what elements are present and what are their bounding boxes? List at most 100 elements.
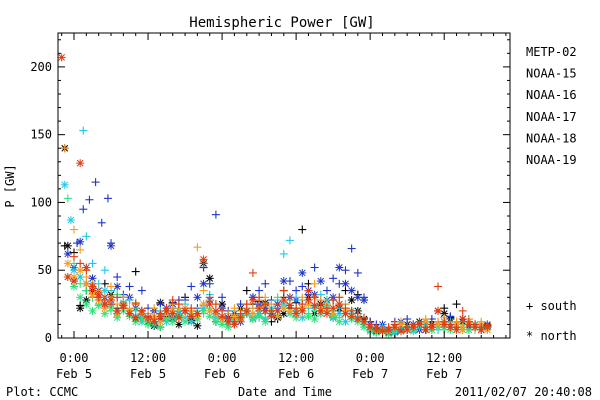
south-marker (76, 301, 85, 310)
south-marker (199, 286, 208, 295)
north-marker (255, 304, 264, 313)
south-marker (427, 320, 436, 329)
south-marker (298, 293, 307, 302)
south-marker (76, 259, 85, 268)
south-marker (60, 241, 69, 250)
north-marker (347, 286, 356, 295)
south-marker (187, 282, 196, 291)
north-marker (335, 300, 344, 309)
south-marker (94, 293, 103, 302)
south-marker (322, 286, 331, 295)
series-legend: METP-02 NOAA-15 NOAA-16 NOAA-17 NOAA-18 NOAA-… (526, 45, 577, 167)
north-marker (298, 306, 307, 315)
south-marker (359, 313, 368, 322)
north-marker (63, 249, 72, 258)
south-marker (137, 306, 146, 315)
south-marker (292, 304, 301, 313)
north-marker (316, 306, 325, 315)
south-marker (279, 286, 288, 295)
south-marker (107, 282, 116, 291)
north-marker (76, 293, 85, 302)
footer-right: 2011/02/07 20:40:08 (455, 385, 592, 399)
south-marker (107, 239, 116, 248)
south-marker (409, 320, 418, 329)
y-axis-label: P [GW] (3, 164, 17, 207)
south-marker (162, 304, 171, 313)
north-marker (341, 279, 350, 288)
south-marker (100, 296, 109, 305)
south-marker (397, 325, 406, 334)
south-marker (79, 205, 88, 214)
south-marker (100, 266, 109, 275)
data-points (57, 53, 492, 338)
north-marker (168, 317, 177, 326)
y-tick-label: 150 (30, 128, 52, 142)
south-marker (255, 286, 264, 295)
north-marker (168, 309, 177, 318)
north-marker (310, 315, 319, 324)
north-marker (187, 312, 196, 321)
south-marker (347, 306, 356, 315)
north-marker (205, 274, 214, 283)
north-marker (88, 306, 97, 315)
y-tick-label: 200 (30, 60, 52, 74)
south-marker (218, 293, 227, 302)
south-marker (329, 274, 338, 283)
south-marker (322, 304, 331, 313)
south-marker (211, 210, 220, 219)
north-marker (248, 296, 257, 305)
south-marker (285, 236, 294, 245)
north-marker (341, 309, 350, 318)
south-marker (304, 309, 313, 318)
south-marker (353, 309, 362, 318)
south-marker (97, 218, 106, 227)
north-marker (285, 301, 294, 310)
x-tick-date: Feb 5 (130, 367, 166, 381)
south-marker (353, 268, 362, 277)
x-tick-date: Feb 7 (426, 367, 462, 381)
north-marker (298, 313, 307, 322)
south-marker (174, 300, 183, 309)
south-marker (60, 144, 69, 153)
x-tick-time: 0:00 (356, 351, 385, 365)
south-marker (403, 323, 412, 332)
north-marker (76, 159, 85, 168)
south-marker (304, 286, 313, 295)
south-marker (113, 273, 122, 281)
south-marker (156, 300, 165, 309)
south-marker (292, 286, 301, 295)
north-marker (60, 180, 69, 189)
marker-legend-item: + south (526, 299, 577, 313)
north-marker (353, 315, 362, 324)
footer-left: Plot: CCMC (6, 385, 78, 399)
south-marker (335, 279, 344, 288)
north-marker (316, 277, 325, 286)
north-marker (174, 313, 183, 322)
south-marker (421, 323, 430, 332)
north-marker (298, 268, 307, 277)
north-marker (310, 301, 319, 310)
y-tick-label: 50 (38, 263, 52, 277)
north-marker (57, 53, 66, 62)
south-marker (156, 309, 165, 318)
south-marker (193, 243, 202, 252)
south-marker (440, 317, 449, 326)
south-marker (144, 312, 153, 321)
south-marker (85, 195, 94, 204)
south-marker (79, 126, 88, 135)
north-marker (82, 300, 91, 309)
south-marker (359, 293, 368, 302)
south-marker (452, 323, 461, 332)
y-tick-label: 0 (45, 331, 52, 345)
south-marker (390, 320, 399, 329)
south-marker (242, 286, 251, 295)
south-marker (279, 249, 288, 258)
south-marker (168, 296, 177, 305)
x-tick-time: 12:00 (426, 351, 462, 365)
north-marker (335, 263, 344, 272)
south-marker (335, 313, 344, 322)
south-marker (261, 279, 270, 288)
x-tick-date: Feb 6 (278, 367, 314, 381)
south-marker (150, 304, 159, 313)
